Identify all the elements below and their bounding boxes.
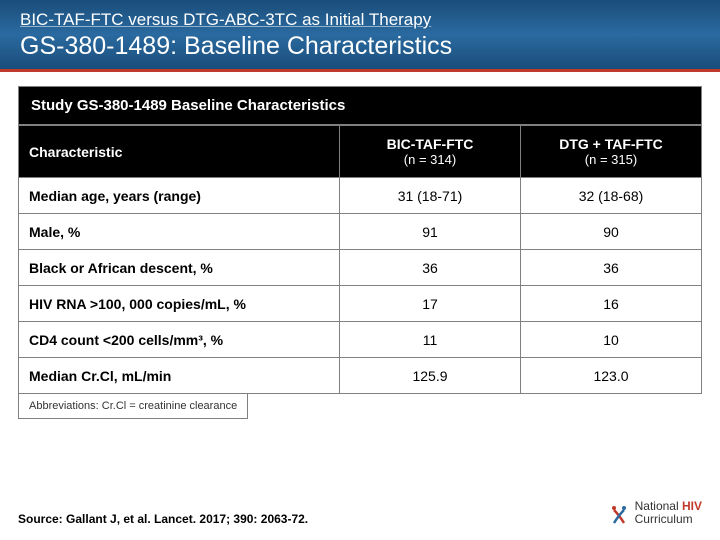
row-label: Black or African descent, %	[19, 250, 340, 286]
header-title: GS-380-1489: Baseline Characteristics	[20, 32, 700, 61]
row-value-b: 90	[520, 214, 701, 250]
table-header-row: Characteristic BIC-TAF-FTC (n = 314) DTG…	[19, 126, 702, 178]
row-value-b: 16	[520, 286, 701, 322]
row-value-a: 125.9	[340, 358, 521, 394]
source-citation: Source: Gallant J, et al. Lancet. 2017; …	[18, 512, 308, 526]
table-row: CD4 count <200 cells/mm³, % 11 10	[19, 322, 702, 358]
col-arm-1-label: BIC-TAF-FTC	[387, 136, 474, 152]
table-row: HIV RNA >100, 000 copies/mL, % 17 16	[19, 286, 702, 322]
ribbon-icon	[607, 501, 631, 525]
col-arm-2-label: DTG + TAF-FTC	[559, 136, 663, 152]
slide-footer: Source: Gallant J, et al. Lancet. 2017; …	[18, 500, 702, 526]
row-label: CD4 count <200 cells/mm³, %	[19, 322, 340, 358]
row-value-b: 123.0	[520, 358, 701, 394]
col-arm-1-n: (n = 314)	[350, 152, 510, 167]
logo-line1a: National	[635, 499, 679, 513]
row-label: Male, %	[19, 214, 340, 250]
baseline-table: Characteristic BIC-TAF-FTC (n = 314) DTG…	[18, 125, 702, 394]
table-row: Median Cr.Cl, mL/min 125.9 123.0	[19, 358, 702, 394]
row-value-a: 17	[340, 286, 521, 322]
table-caption: Study GS-380-1489 Baseline Characteristi…	[18, 86, 702, 125]
row-value-a: 11	[340, 322, 521, 358]
row-value-a: 36	[340, 250, 521, 286]
row-value-b: 32 (18-68)	[520, 178, 701, 214]
slide-header: BIC-TAF-FTC versus DTG-ABC-3TC as Initia…	[0, 0, 720, 72]
col-arm-2-n: (n = 315)	[531, 152, 691, 167]
col-arm-2: DTG + TAF-FTC (n = 315)	[520, 126, 701, 178]
table-row: Black or African descent, % 36 36	[19, 250, 702, 286]
logo-line1b: HIV	[682, 499, 702, 513]
slide-content: Study GS-380-1489 Baseline Characteristi…	[0, 72, 720, 419]
nhc-logo: National HIV Curriculum	[607, 500, 702, 526]
row-value-a: 31 (18-71)	[340, 178, 521, 214]
table-row: Male, % 91 90	[19, 214, 702, 250]
abbreviations-note: Abbreviations: Cr.Cl = creatinine cleara…	[18, 394, 248, 419]
row-label: HIV RNA >100, 000 copies/mL, %	[19, 286, 340, 322]
table-row: Median age, years (range) 31 (18-71) 32 …	[19, 178, 702, 214]
col-arm-1: BIC-TAF-FTC (n = 314)	[340, 126, 521, 178]
row-label: Median Cr.Cl, mL/min	[19, 358, 340, 394]
row-value-b: 36	[520, 250, 701, 286]
logo-text: National HIV Curriculum	[635, 500, 702, 526]
row-label: Median age, years (range)	[19, 178, 340, 214]
row-value-a: 91	[340, 214, 521, 250]
table-body: Median age, years (range) 31 (18-71) 32 …	[19, 178, 702, 394]
header-subtitle: BIC-TAF-FTC versus DTG-ABC-3TC as Initia…	[20, 10, 700, 30]
col-characteristic: Characteristic	[19, 126, 340, 178]
logo-line2: Curriculum	[635, 512, 693, 526]
row-value-b: 10	[520, 322, 701, 358]
